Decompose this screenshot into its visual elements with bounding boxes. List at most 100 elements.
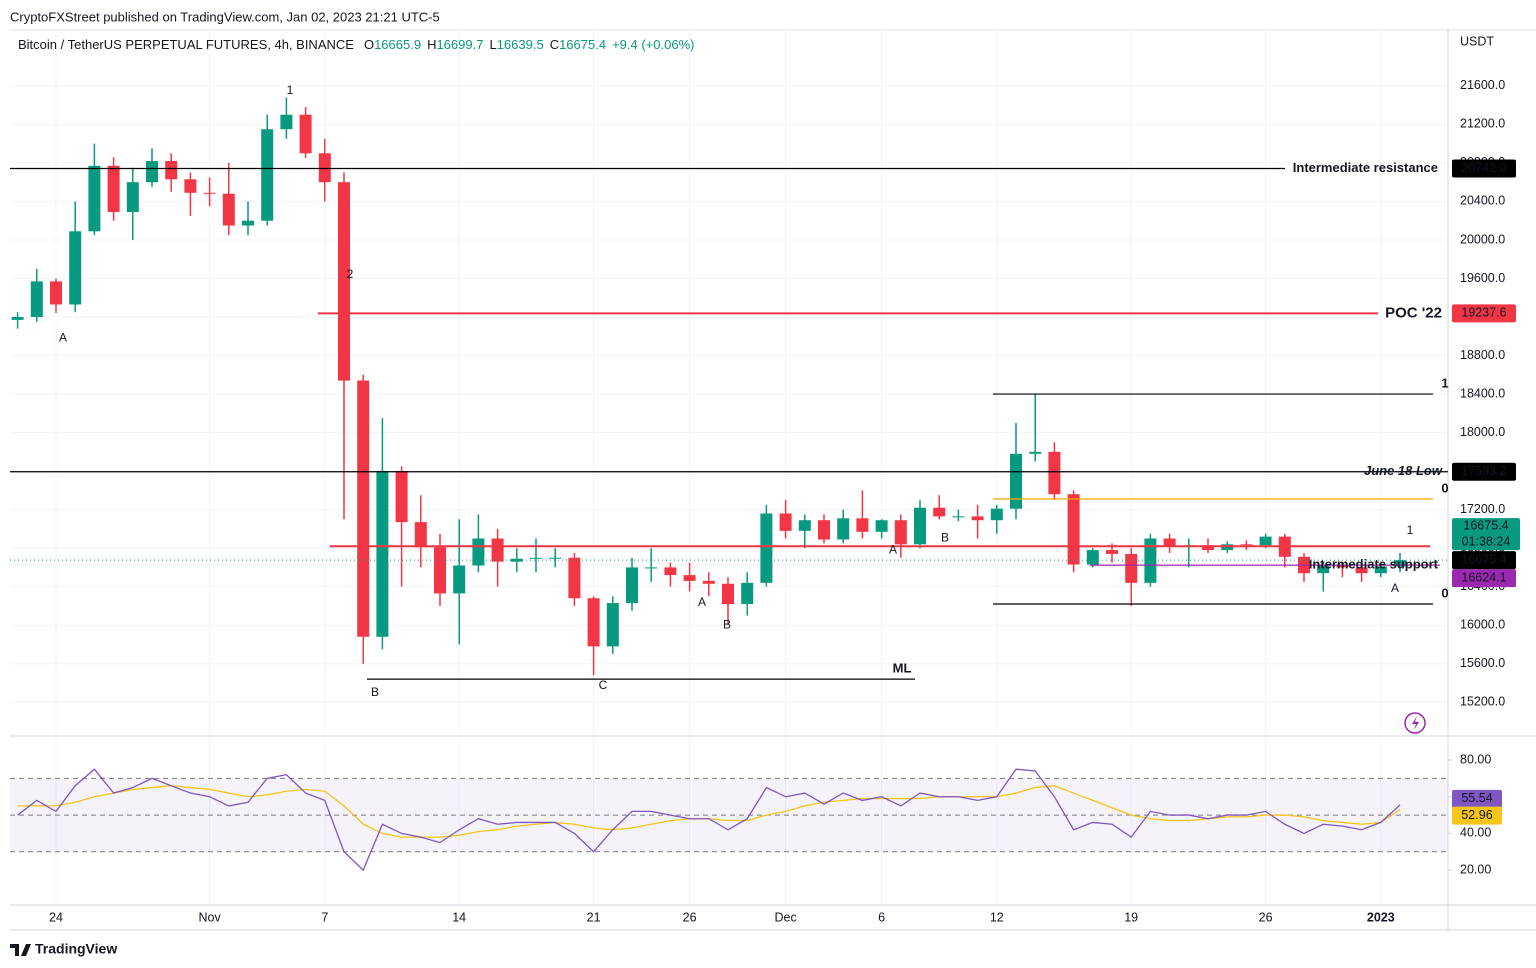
x-tick-label: 12: [990, 910, 1004, 924]
candle-body: [222, 193, 235, 226]
ohlc-key: L: [489, 37, 496, 52]
candle-body: [606, 603, 619, 647]
candle-body: [971, 516, 984, 521]
candle-body: [1202, 545, 1214, 551]
rsi-tag-label: 52.96: [1461, 808, 1492, 822]
level-label: 1: [1441, 375, 1448, 390]
candle-body: [242, 220, 254, 226]
candle-body: [472, 538, 485, 566]
x-tick-label: 21: [587, 910, 601, 924]
candle-body: [664, 567, 677, 576]
candle-body: [779, 513, 792, 531]
rsi-line: [17, 768, 1401, 872]
ohlc-value: 16675.4: [559, 37, 606, 52]
price-tag: [1452, 304, 1516, 323]
last-price-label: 16675.4: [1461, 552, 1506, 566]
y-tick-label: 20.00: [1460, 862, 1491, 876]
last-price-box: [1452, 518, 1520, 551]
level-label: ML: [893, 661, 912, 676]
ohlc-key: O: [364, 37, 374, 52]
x-tick-label: Nov: [198, 910, 221, 924]
wave-label: B: [941, 531, 949, 545]
ohlc-value: 16665.9: [374, 37, 421, 52]
candle-body: [414, 522, 427, 548]
candle-body: [818, 520, 830, 540]
candle-body: [88, 165, 101, 232]
candle-body: [568, 557, 581, 599]
candle-body: [549, 557, 562, 559]
candle-body: [856, 518, 869, 532]
publish-note: CryptoFXStreet published on TradingView.…: [10, 9, 440, 24]
wave-label: A: [59, 330, 67, 344]
price-tag-label: 19237.6: [1461, 306, 1506, 320]
y-tick-label: 15200.0: [1460, 695, 1505, 709]
candle-body: [203, 192, 216, 194]
candle-body: [894, 520, 907, 545]
y-tick-label: 18400.0: [1460, 386, 1505, 400]
x-tick-label: 2023: [1367, 910, 1395, 924]
level-label: POC '22: [1385, 304, 1442, 321]
level-label: Intermediate support: [1309, 557, 1439, 572]
currency: USDT: [1460, 34, 1494, 48]
candle-body: [741, 582, 754, 605]
candle-body: [1029, 451, 1042, 454]
ohlc-key: H: [427, 37, 436, 52]
wave-label: C: [599, 678, 608, 692]
wave-label: A: [698, 595, 706, 609]
candle-body: [530, 557, 542, 559]
x-tick-label: 26: [1259, 910, 1273, 924]
candle-body: [395, 471, 408, 523]
y-tick-label: 20000.0: [1460, 232, 1505, 246]
y-tick-label: 19600.0: [1460, 271, 1505, 285]
candle-body: [453, 565, 466, 594]
candle-body: [1125, 553, 1138, 583]
candle-body: [1240, 544, 1253, 546]
symbol-legend: Bitcoin / TetherUS PERPETUAL FUTURES, 4h…: [18, 37, 694, 52]
candle-body: [165, 160, 178, 180]
rsi-tag: [1452, 789, 1502, 808]
y-tick-label: 18800.0: [1460, 348, 1505, 362]
x-tick-label: Dec: [774, 910, 796, 924]
candle-body: [1010, 453, 1022, 509]
candle-body: [510, 558, 523, 562]
brand: TradingView: [35, 941, 117, 957]
candle-body: [318, 153, 331, 183]
candle-body: [1259, 536, 1272, 546]
ohlc-value: 16639.5: [497, 37, 544, 52]
candle-body: [357, 380, 370, 637]
candle-body: [184, 179, 197, 193]
candle-body: [914, 507, 926, 545]
alert-icon[interactable]: [1404, 712, 1426, 734]
candle-body: [722, 583, 734, 605]
candle-body: [952, 516, 965, 518]
y-tick-label: 16000.0: [1460, 618, 1505, 632]
change: +9.4 (+0.06%): [612, 37, 694, 52]
candle-body: [1144, 538, 1157, 583]
level-label: Intermediate resistance: [1293, 160, 1438, 175]
price-tag: [1452, 159, 1516, 178]
candle-body: [1106, 550, 1118, 554]
candle-body: [933, 507, 946, 517]
grid: [10, 30, 1448, 905]
rsi-tag-label: 55.54: [1461, 791, 1492, 805]
candle-body: [760, 513, 773, 583]
wave-label: B: [723, 617, 731, 631]
brand-logo[interactable]: TradingView: [10, 941, 117, 957]
candle-body: [626, 567, 638, 604]
y-tick-label: 15600.0: [1460, 656, 1505, 670]
y-tick-label: 18000.0: [1460, 425, 1505, 439]
level-label: June 18 Low: [1364, 463, 1443, 478]
y-tick-label: 21200.0: [1460, 117, 1505, 131]
price-tag: [1452, 462, 1516, 481]
candle-body: [1317, 564, 1330, 574]
candle-body: [587, 598, 600, 647]
candle-body: [491, 538, 504, 562]
last-price-label: 16675.4: [1463, 518, 1508, 532]
wave-label: 2: [347, 267, 354, 281]
x-tick-label: 26: [683, 910, 697, 924]
candle-body: [798, 520, 811, 531]
candle-body: [1394, 560, 1406, 567]
wave-label: A: [1391, 581, 1399, 595]
